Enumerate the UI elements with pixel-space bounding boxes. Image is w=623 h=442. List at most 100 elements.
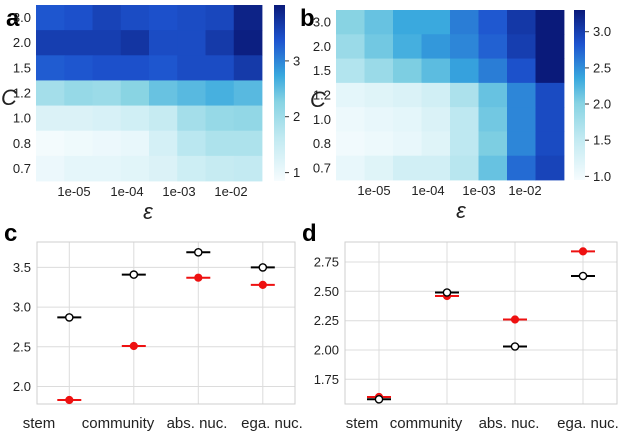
heatmap-b-cell	[507, 131, 536, 157]
heatmap-b-cell	[450, 58, 479, 84]
heatmap-a-ytick: 0.7	[13, 161, 31, 176]
scatter-c-point-black-open	[65, 313, 74, 322]
heatmap-a-cell	[92, 130, 122, 157]
heatmap-b-ylabel: C	[310, 87, 326, 112]
scatter-d-point-black-open	[374, 394, 384, 404]
scatter-d-ytick: 2.75	[314, 255, 339, 270]
heatmap-a-cell	[120, 105, 150, 132]
heatmap-a-cell	[205, 155, 235, 182]
heatmap-a-cell	[92, 105, 122, 132]
heatmap-a-cell	[92, 55, 122, 81]
scatter-c-point-red-filled	[65, 395, 74, 405]
heatmap-a-cell	[120, 30, 150, 56]
heatmap-a-cell	[233, 55, 263, 81]
scatter-c-ytick: 3.0	[13, 300, 31, 315]
heatmap-b-cell	[364, 155, 394, 181]
colorbar-b-tick-label: 1.5	[593, 133, 611, 148]
scatter-c-xtick: abs. nuc.	[167, 415, 228, 432]
colorbar-b	[574, 10, 585, 180]
heatmap-b-cell	[364, 10, 394, 35]
heatmap-a-cell	[120, 155, 150, 182]
colorbar-b-tick-label: 2.5	[593, 60, 611, 75]
colorbar-b-tick-label: 3.0	[593, 24, 611, 39]
heatmap-a-ytick: 2.0	[13, 35, 31, 50]
heatmap-b-cell	[336, 34, 365, 59]
scatter-c-point-black-open	[193, 247, 203, 257]
heatmap-b-cell	[421, 34, 451, 59]
panel-letter-b: b	[300, 5, 315, 32]
heatmap-a-cell	[120, 5, 150, 31]
heatmap-b-cell	[535, 107, 565, 132]
heatmap-a-cell	[92, 155, 122, 182]
heatmap-a-cell	[149, 155, 178, 182]
heatmap-a-cell	[233, 5, 263, 31]
scatter-c-ytick: 3.5	[13, 260, 31, 275]
heatmap-b-cell	[450, 10, 479, 35]
heatmap-b-cell	[421, 58, 451, 84]
heatmap-a-cell	[233, 30, 263, 56]
heatmap-a-cell	[120, 55, 150, 81]
heatmap-a-cell	[149, 55, 178, 81]
heatmap-b-cell	[535, 131, 565, 157]
heatmap-a-cell	[64, 155, 93, 182]
heatmap-a-ytick: 1.0	[13, 111, 31, 126]
heatmap-a-cell	[36, 130, 65, 157]
scatter-d-xtick: ega. nuc.	[557, 415, 619, 432]
heatmap-b-xtick: 1e-05	[357, 183, 390, 198]
heatmap-a-cell	[64, 30, 93, 56]
heatmap-b-ytick: 2.0	[313, 39, 331, 54]
heatmap-a-cell	[205, 5, 235, 31]
heatmap-a-cell	[233, 80, 263, 106]
heatmap-b-ytick: 0.8	[313, 136, 331, 151]
colorbar-a-tick-label: 1	[293, 165, 300, 180]
heatmap-a-cell	[205, 130, 235, 157]
heatmap-b-cell	[507, 107, 536, 132]
heatmap-a-cell	[36, 5, 65, 31]
heatmap-b-xtick: 1e-03	[462, 183, 495, 198]
heatmap-a-cell	[149, 80, 178, 106]
heatmap-b-ytick: 3.0	[313, 15, 331, 30]
panel-letter-a: a	[6, 5, 20, 32]
heatmap-b-cell	[478, 82, 508, 108]
heatmap-a-cell	[64, 55, 93, 81]
heatmap-a-cell	[177, 130, 206, 157]
heatmap-b-cell	[507, 34, 536, 59]
heatmap-b-cell	[450, 155, 479, 181]
heatmap-b-cell	[393, 107, 422, 132]
heatmap-a-cell	[233, 130, 263, 157]
panel-letter-c: c	[4, 220, 17, 247]
scatter-d-xtick: abs. nuc.	[479, 415, 540, 432]
heatmap-b-cell	[450, 131, 479, 157]
heatmap-a-cell	[92, 30, 122, 56]
heatmap-b-cell	[421, 107, 451, 132]
colorbar-a	[274, 5, 285, 181]
heatmap-a-xtick: 1e-05	[57, 184, 90, 199]
heatmap-a-cell	[36, 30, 65, 56]
heatmap-b-xlabel: ε	[456, 198, 466, 223]
heatmap-a-cell	[205, 55, 235, 81]
scatter-c-frame	[36, 241, 296, 405]
colorbar-b-tick-label: 1.0	[593, 169, 611, 184]
scatter-c-xtick: ega. nuc.	[241, 415, 303, 432]
heatmap-b-cell	[535, 82, 565, 108]
heatmap-b-cell	[450, 82, 479, 108]
heatmap-a-cell	[177, 155, 206, 182]
heatmap-a-cell	[205, 30, 235, 56]
heatmap-a-cell	[205, 80, 235, 106]
heatmap-b-cell	[535, 34, 565, 59]
heatmap-b-cell	[336, 131, 365, 157]
scatter-d-point-black-open	[510, 342, 520, 351]
heatmap-a-cell	[36, 55, 65, 81]
scatter-d-point-black-open	[578, 271, 588, 281]
heatmap-a-ytick: 3.0	[13, 10, 31, 25]
heatmap-b-cell	[478, 131, 508, 157]
heatmap-b-cell	[336, 58, 365, 84]
heatmap-a-cell	[149, 30, 178, 56]
heatmap-b-cell	[450, 34, 479, 59]
heatmap-b-cell	[336, 10, 365, 35]
heatmap-b-cell	[478, 155, 508, 181]
heatmap-b-cell	[478, 34, 508, 59]
heatmap-b-ytick: 0.7	[313, 160, 331, 175]
